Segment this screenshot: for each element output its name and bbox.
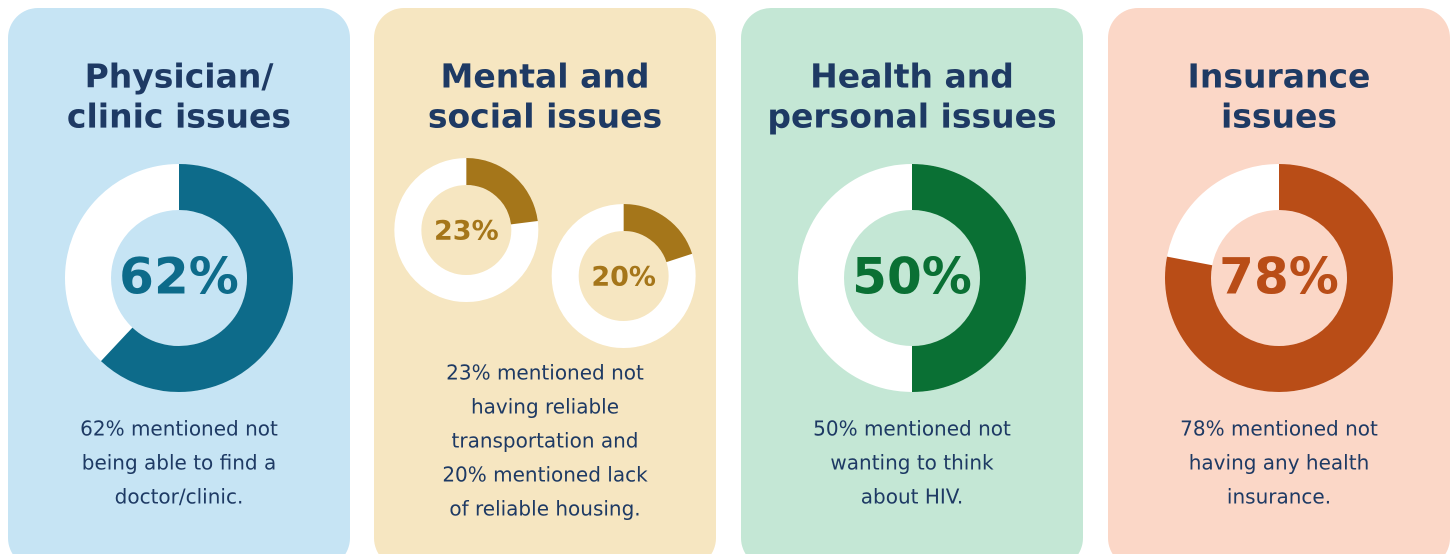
donut-label: 78% (1219, 248, 1339, 306)
description: transportation and (452, 429, 639, 453)
description: 23% mentioned not (446, 361, 644, 385)
donut-label: 62% (119, 248, 239, 306)
panel-title: Physician/ (85, 57, 275, 96)
description: having any health (1189, 451, 1370, 475)
donut-label: 20% (591, 262, 656, 293)
description: about HIV. (861, 485, 963, 509)
donut-arc (623, 204, 693, 263)
donut-arc (100, 164, 293, 392)
donut-arc (465, 158, 538, 225)
panel-title: Insurance (1188, 57, 1371, 96)
donut-arc (1165, 164, 1393, 392)
description: 78% mentioned not (1180, 417, 1378, 441)
description: wanting to think (830, 451, 994, 475)
description: of reliable housing. (449, 497, 640, 521)
panel-title: personal issues (767, 97, 1056, 136)
description: doctor/clinic. (115, 485, 244, 509)
description: being able to find a (82, 451, 276, 475)
donut-arc (911, 164, 1026, 392)
donut-label: 23% (434, 216, 499, 247)
panel-title: social issues (428, 97, 662, 136)
panel-title: clinic issues (67, 97, 291, 136)
panel-title: Mental and (441, 57, 650, 96)
description: 20% mentioned lack (442, 463, 648, 487)
description: 62% mentioned not (80, 417, 278, 441)
donut-label: 50% (852, 248, 972, 306)
panel (374, 8, 716, 554)
panel-title: issues (1221, 97, 1337, 136)
panel-title: Health and (810, 57, 1014, 96)
description: having reliable (471, 395, 619, 419)
description: 50% mentioned not (813, 417, 1011, 441)
description: insurance. (1227, 485, 1331, 509)
